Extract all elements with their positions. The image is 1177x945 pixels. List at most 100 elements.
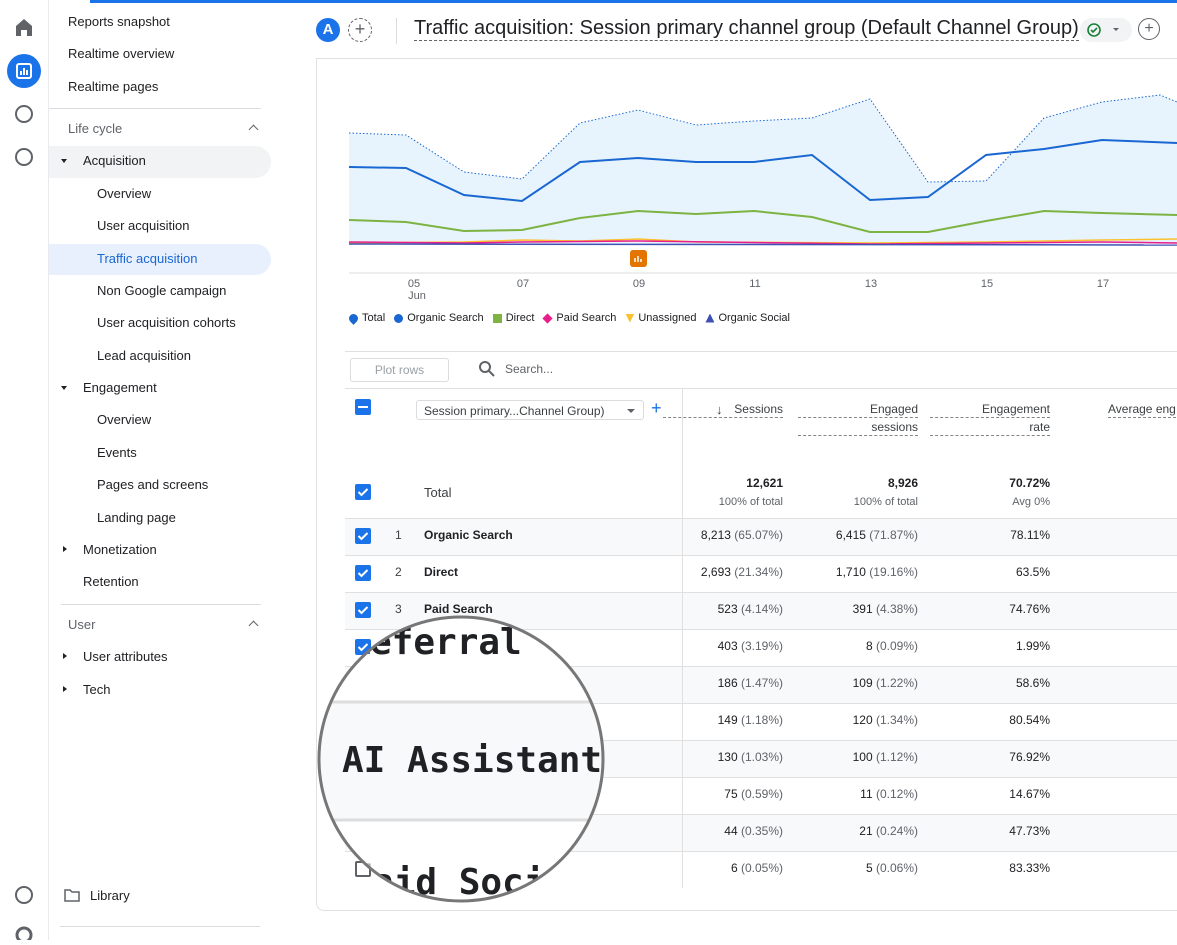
nav-item[interactable]: Overview <box>97 412 152 427</box>
metric-value: 8,213 <box>700 528 731 542</box>
column-header[interactable]: Engagement <box>930 402 1050 418</box>
nav-item[interactable]: Monetization <box>83 542 157 557</box>
nav-item[interactable]: User attributes <box>83 649 168 664</box>
search-icon <box>479 361 495 377</box>
nav-item[interactable]: Traffic acquisition <box>97 251 198 266</box>
legend-item[interactable]: Organic Search <box>394 312 484 324</box>
total-note: 100% of total <box>853 496 918 508</box>
metric-cell: 391 (4.38%) <box>778 602 918 616</box>
settings-icon[interactable] <box>15 926 33 944</box>
nav-item[interactable]: User acquisition <box>97 218 190 233</box>
column-header[interactable]: Sessions <box>663 402 783 418</box>
metric-value: 76.92% <box>1009 750 1050 764</box>
column-divider <box>682 703 683 740</box>
direct-line <box>348 209 1177 233</box>
metric-cell: 21 (0.24%) <box>778 824 918 838</box>
column-header[interactable]: sessions <box>798 420 918 436</box>
caret <box>61 386 67 390</box>
nav-item[interactable]: Lead acquisition <box>97 348 191 363</box>
add-dimension[interactable]: + <box>651 398 662 418</box>
row-bg <box>345 518 1177 556</box>
nav-item[interactable]: Engagement <box>83 380 157 395</box>
total-value: 12,621 <box>746 476 783 490</box>
admin-check-icon[interactable] <box>15 886 33 904</box>
legend-item[interactable]: Unassigned <box>625 312 696 324</box>
advertising-icon[interactable] <box>15 148 33 166</box>
metric-cell: 130 (1.03%) <box>643 750 783 764</box>
metric-cell: 8 (0.09%) <box>778 639 918 653</box>
row-number: 3 <box>395 602 402 616</box>
status-chip[interactable] <box>1080 18 1132 42</box>
metric-value: 8 <box>865 639 873 653</box>
icon-rail <box>0 0 48 944</box>
metric-cell: 11 (0.12%) <box>778 787 918 801</box>
metric-cell: 149 (1.18%) <box>643 713 783 727</box>
nav-item[interactable]: Tech <box>83 682 111 697</box>
nav-item[interactable]: Overview <box>97 186 152 201</box>
plot-rows-button[interactable]: Plot rows <box>350 358 449 382</box>
add-button[interactable]: + <box>1138 18 1160 40</box>
column-divider <box>682 555 683 592</box>
nav-item[interactable]: Realtime pages <box>68 79 159 94</box>
legend-item[interactable]: Direct <box>492 312 534 324</box>
select-all-checkbox[interactable] <box>355 399 371 415</box>
metric-cell: 523 (4.14%) <box>643 602 783 616</box>
nav-item[interactable]: User acquisition cohorts <box>97 315 236 330</box>
nav-item[interactable]: Retention <box>83 574 139 589</box>
report-title[interactable]: Traffic acquisition: Session primary cha… <box>414 17 1079 41</box>
metric-share: (21.34%) <box>734 565 783 579</box>
nav-item[interactable]: User <box>68 617 96 632</box>
nav-item[interactable]: Life cycle <box>68 121 123 136</box>
row-checkbox[interactable] <box>355 602 371 618</box>
legend-item[interactable]: Paid Search <box>542 312 616 324</box>
metric-cell: 100 (1.12%) <box>778 750 918 764</box>
metric-value: 1,710 <box>835 565 866 579</box>
add-comparison[interactable]: + <box>348 18 372 42</box>
column-divider <box>682 666 683 703</box>
home-icon[interactable] <box>16 19 32 36</box>
nav-item[interactable]: Pages and screens <box>97 477 209 492</box>
row-label: Organic Search <box>424 528 513 542</box>
metric-share: (0.35%) <box>740 824 783 838</box>
column-header[interactable]: Average eng <box>1108 402 1176 418</box>
legend-item[interactable]: Organic Social <box>705 312 790 324</box>
explore-icon[interactable] <box>15 105 33 123</box>
x-tick-label: 15 <box>980 278 994 290</box>
nav-item[interactable]: Events <box>97 445 137 460</box>
column-header[interactable]: rate <box>930 420 1050 436</box>
metric-value: 47.73% <box>1009 824 1050 838</box>
comparison-avatar[interactable]: A <box>316 18 340 42</box>
metric-value: 44 <box>724 824 738 838</box>
divider <box>396 18 397 44</box>
chevron <box>248 620 259 631</box>
search-input[interactable]: Search... <box>505 362 554 376</box>
active-group-bg <box>49 146 271 178</box>
row-checkbox[interactable] <box>355 528 371 544</box>
divider <box>60 926 260 927</box>
nav-item[interactable]: Acquisition <box>83 153 146 168</box>
metric-share: (1.34%) <box>875 713 918 727</box>
metric-value: 523 <box>717 602 738 616</box>
nav-item[interactable]: Landing page <box>97 510 176 525</box>
magnifier: eferral AI Assistant aid Socia <box>317 615 605 903</box>
row-checkbox[interactable] <box>355 484 371 500</box>
total-note: Avg 0% <box>1012 496 1050 508</box>
library-link[interactable]: Library <box>90 888 130 903</box>
row-checkbox[interactable] <box>355 565 371 581</box>
metric-share: (19.16%) <box>869 565 918 579</box>
organic-social-line <box>348 243 1177 246</box>
column-divider <box>682 777 683 814</box>
column-header[interactable]: Engaged <box>798 402 918 418</box>
nav-item[interactable]: Reports snapshot <box>68 14 170 29</box>
dimension-dropdown[interactable]: Session primary...Channel Group) <box>416 400 644 420</box>
nav-item[interactable]: Non Google campaign <box>97 283 227 298</box>
nav-item[interactable]: Realtime overview <box>68 46 175 61</box>
legend-item[interactable]: Total <box>347 311 385 325</box>
column-divider <box>682 629 683 666</box>
metric-share: (4.14%) <box>740 602 783 616</box>
metric-value: 80.54% <box>1009 713 1050 727</box>
metric-share: (0.59%) <box>740 787 783 801</box>
metric-share: (71.87%) <box>869 528 918 542</box>
metric-value: 109 <box>852 676 873 690</box>
row-bg <box>345 629 1177 667</box>
